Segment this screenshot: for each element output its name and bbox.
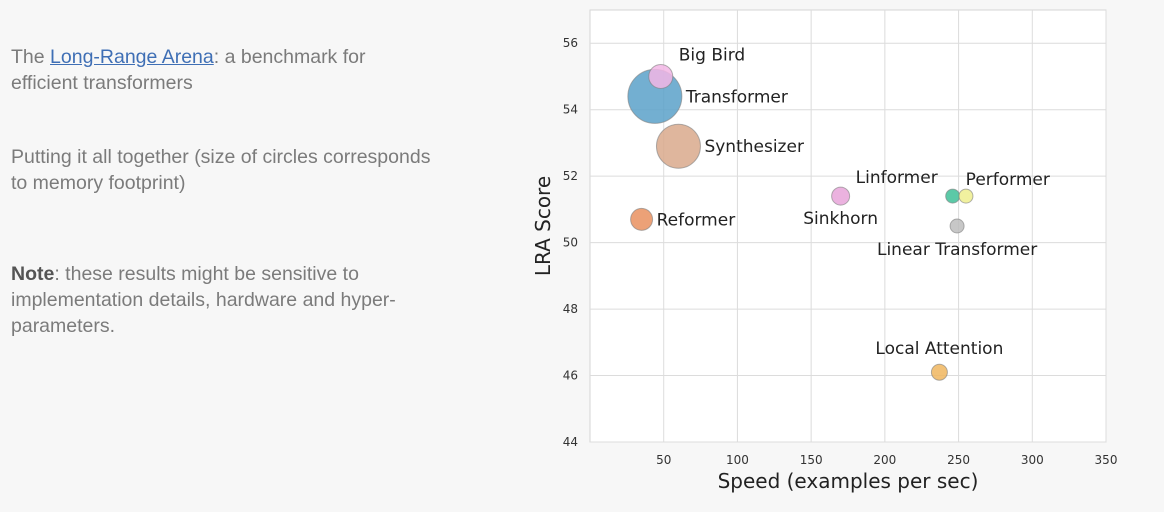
together-text: Putting it all together (size of circles…: [11, 146, 431, 194]
intro-text: The Long-Range Arena: a benchmark for ef…: [11, 46, 366, 94]
sinkhorn-label: Sinkhorn: [803, 209, 878, 229]
y-tick-label: 54: [563, 103, 578, 117]
y-axis-label: LRA Score: [531, 176, 555, 276]
note-label: Note: [11, 263, 55, 285]
x-tick-label: 200: [873, 453, 896, 467]
linformer-label: Linformer: [856, 168, 938, 188]
x-tick-label: 350: [1095, 453, 1118, 467]
local-attention-point: [930, 363, 948, 381]
reformer-point: [630, 207, 654, 231]
grid-lines: [590, 10, 1107, 443]
note-text: Note: these results might be sensitive t…: [11, 263, 396, 337]
y-tick-label: 46: [563, 369, 578, 383]
point-labels: Big Bird Transformer Synthesizer Reformer Li…: [657, 45, 1050, 359]
x-tick-label: 100: [726, 453, 749, 467]
lra-scatter-chart: 50 100 150 200 250 300 350 44 46 48 50 52 54 56 Big …: [531, 9, 1117, 493]
big-bird-point: [648, 63, 674, 89]
data-points: [627, 63, 974, 381]
x-tick-label: 300: [1021, 453, 1044, 467]
x-tick-label: 50: [656, 453, 671, 467]
big-bird-label: Big Bird: [679, 45, 745, 65]
linear-transformer-label: Linear Transformer: [877, 240, 1037, 260]
linear-transformer-point: [949, 218, 965, 234]
synthesizer-label: Synthesizer: [704, 137, 803, 157]
x-tick-labels: 50 100 150 200 250 300 350: [656, 453, 1117, 467]
linformer-point: [831, 186, 851, 206]
performer-label: Performer: [966, 170, 1050, 190]
y-tick-label: 56: [563, 36, 578, 50]
transformer-label: Transformer: [685, 87, 788, 107]
y-tick-label: 52: [563, 169, 578, 183]
synthesizer-point: [655, 123, 701, 169]
performer-point: [945, 188, 961, 204]
x-tick-label: 250: [947, 453, 970, 467]
x-axis-label: Speed (examples per sec): [718, 469, 979, 493]
unlabeled-point: [958, 188, 974, 204]
y-tick-labels: 44 46 48 50 52 54 56: [563, 36, 578, 449]
y-tick-label: 44: [563, 435, 578, 449]
x-tick-label: 150: [800, 453, 823, 467]
y-tick-label: 50: [563, 236, 578, 250]
long-range-arena-link[interactable]: Long-Range Arena: [50, 46, 214, 68]
local-attention-label: Local Attention: [875, 339, 1003, 359]
reformer-label: Reformer: [657, 210, 736, 230]
y-tick-label: 48: [563, 302, 578, 316]
